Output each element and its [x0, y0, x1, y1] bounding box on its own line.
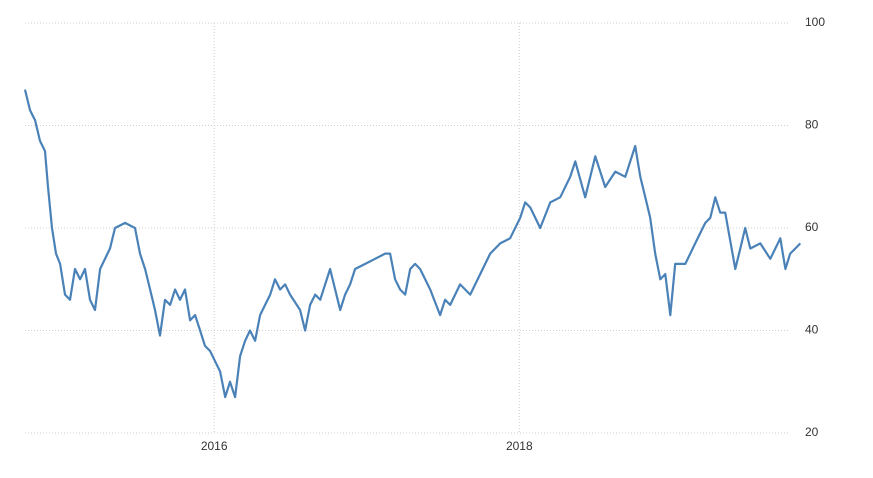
x-tick-label: 2018: [506, 439, 533, 453]
y-tick-label: 80: [805, 118, 819, 132]
x-tick-label: 2016: [201, 439, 228, 453]
y-tick-label: 60: [805, 220, 819, 234]
y-tick-label: 100: [805, 15, 825, 29]
price-line: [23, 89, 802, 399]
y-tick-label: 20: [805, 425, 819, 439]
y-tick-label: 40: [805, 323, 819, 337]
